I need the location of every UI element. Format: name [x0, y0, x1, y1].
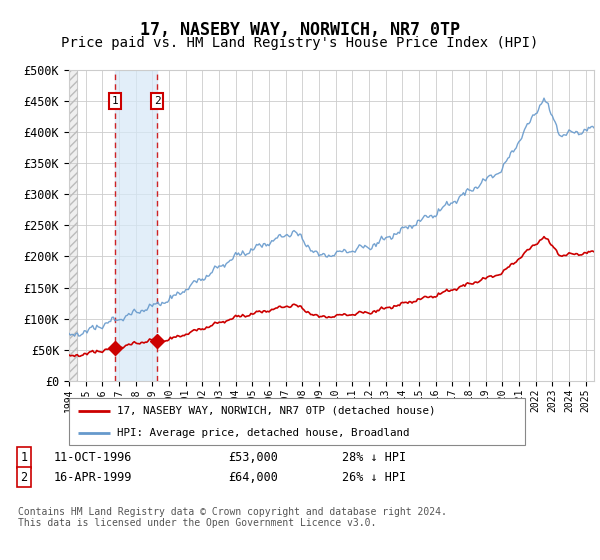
Bar — [115, 70, 157, 381]
Bar — [69, 70, 77, 381]
Text: 1: 1 — [112, 96, 119, 106]
Text: HPI: Average price, detached house, Broadland: HPI: Average price, detached house, Broa… — [117, 428, 409, 438]
Text: 28% ↓ HPI: 28% ↓ HPI — [342, 451, 406, 464]
Bar — [69, 70, 77, 381]
Text: 2: 2 — [20, 470, 28, 484]
Text: Contains HM Land Registry data © Crown copyright and database right 2024.
This d: Contains HM Land Registry data © Crown c… — [18, 507, 447, 529]
Text: Price paid vs. HM Land Registry's House Price Index (HPI): Price paid vs. HM Land Registry's House … — [61, 36, 539, 50]
Text: 2: 2 — [154, 96, 161, 106]
Text: £64,000: £64,000 — [228, 470, 278, 484]
Text: 17, NASEBY WAY, NORWICH, NR7 0TP (detached house): 17, NASEBY WAY, NORWICH, NR7 0TP (detach… — [117, 406, 436, 416]
Text: £53,000: £53,000 — [228, 451, 278, 464]
Text: 11-OCT-1996: 11-OCT-1996 — [54, 451, 133, 464]
Text: 26% ↓ HPI: 26% ↓ HPI — [342, 470, 406, 484]
Text: 16-APR-1999: 16-APR-1999 — [54, 470, 133, 484]
Text: 1: 1 — [20, 451, 28, 464]
FancyBboxPatch shape — [69, 398, 525, 445]
Text: 17, NASEBY WAY, NORWICH, NR7 0TP: 17, NASEBY WAY, NORWICH, NR7 0TP — [140, 21, 460, 39]
